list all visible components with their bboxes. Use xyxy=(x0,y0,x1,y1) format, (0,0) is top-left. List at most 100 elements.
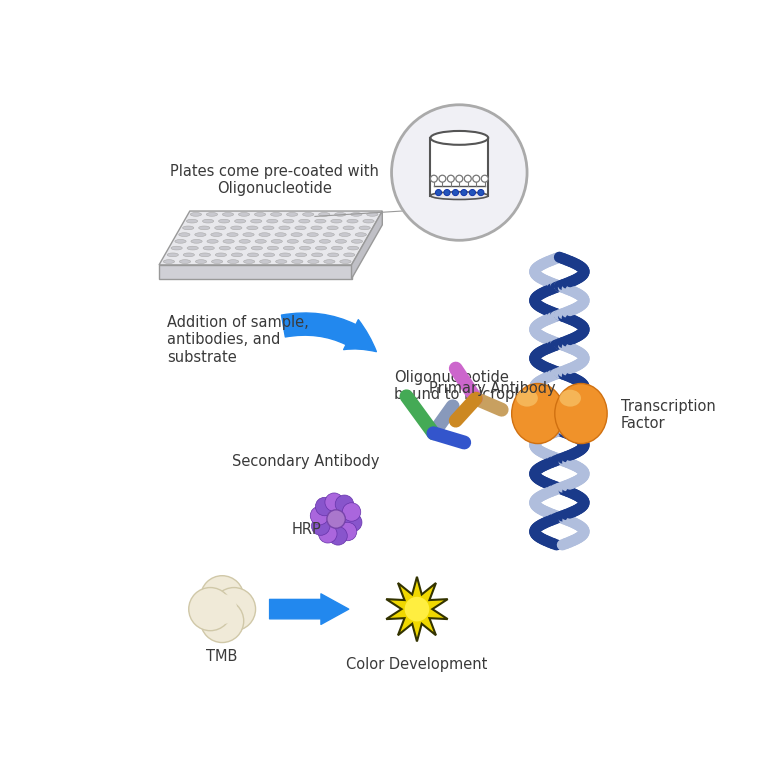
Ellipse shape xyxy=(286,212,298,216)
Ellipse shape xyxy=(280,253,291,257)
Ellipse shape xyxy=(324,260,335,264)
Ellipse shape xyxy=(315,219,326,223)
Ellipse shape xyxy=(231,226,242,230)
Ellipse shape xyxy=(239,239,251,243)
Ellipse shape xyxy=(308,260,319,264)
Ellipse shape xyxy=(163,260,174,264)
Circle shape xyxy=(473,175,480,182)
Ellipse shape xyxy=(191,239,202,243)
Circle shape xyxy=(312,516,330,536)
Circle shape xyxy=(448,175,455,182)
Ellipse shape xyxy=(351,212,362,216)
Ellipse shape xyxy=(343,226,354,230)
Ellipse shape xyxy=(238,212,250,216)
Circle shape xyxy=(405,597,429,621)
Ellipse shape xyxy=(340,260,351,264)
Ellipse shape xyxy=(202,219,214,223)
Ellipse shape xyxy=(199,226,210,230)
Ellipse shape xyxy=(207,239,219,243)
Text: Color Development: Color Development xyxy=(346,657,487,672)
Ellipse shape xyxy=(555,384,607,444)
Circle shape xyxy=(316,497,334,516)
Text: TMB: TMB xyxy=(206,649,238,664)
Ellipse shape xyxy=(283,219,294,223)
Circle shape xyxy=(461,189,467,196)
Ellipse shape xyxy=(276,260,286,264)
Ellipse shape xyxy=(248,253,259,257)
Ellipse shape xyxy=(215,253,227,257)
FancyArrowPatch shape xyxy=(270,594,348,624)
Ellipse shape xyxy=(516,390,538,406)
Circle shape xyxy=(335,495,354,513)
Ellipse shape xyxy=(351,239,363,243)
Ellipse shape xyxy=(171,246,183,250)
Circle shape xyxy=(310,507,329,525)
Text: HRP: HRP xyxy=(291,522,321,536)
Ellipse shape xyxy=(344,253,355,257)
Ellipse shape xyxy=(430,131,488,145)
Ellipse shape xyxy=(263,226,274,230)
Ellipse shape xyxy=(323,233,335,237)
Ellipse shape xyxy=(219,219,230,223)
Ellipse shape xyxy=(215,226,226,230)
FancyArrowPatch shape xyxy=(281,313,377,351)
Text: Primary Antibody: Primary Antibody xyxy=(429,380,555,396)
Polygon shape xyxy=(351,211,382,279)
Ellipse shape xyxy=(303,239,315,243)
Ellipse shape xyxy=(203,246,215,250)
Polygon shape xyxy=(159,265,351,279)
Ellipse shape xyxy=(299,219,310,223)
Ellipse shape xyxy=(319,212,330,216)
Ellipse shape xyxy=(190,212,202,216)
Ellipse shape xyxy=(196,260,206,264)
Ellipse shape xyxy=(292,260,303,264)
Ellipse shape xyxy=(307,233,319,237)
Ellipse shape xyxy=(186,219,198,223)
Ellipse shape xyxy=(299,246,311,250)
Ellipse shape xyxy=(243,233,254,237)
Ellipse shape xyxy=(244,260,254,264)
Ellipse shape xyxy=(259,233,270,237)
Ellipse shape xyxy=(187,246,199,250)
Circle shape xyxy=(481,175,488,182)
Ellipse shape xyxy=(331,219,342,223)
Ellipse shape xyxy=(275,233,286,237)
Circle shape xyxy=(469,189,475,196)
Ellipse shape xyxy=(251,219,262,223)
Circle shape xyxy=(478,189,484,196)
Ellipse shape xyxy=(199,253,211,257)
Circle shape xyxy=(201,576,244,619)
Polygon shape xyxy=(387,577,448,642)
Ellipse shape xyxy=(167,253,179,257)
Circle shape xyxy=(319,525,337,543)
Ellipse shape xyxy=(260,260,270,264)
Ellipse shape xyxy=(231,253,243,257)
Ellipse shape xyxy=(347,219,358,223)
Ellipse shape xyxy=(267,219,278,223)
Ellipse shape xyxy=(251,246,263,250)
Circle shape xyxy=(344,513,362,532)
Ellipse shape xyxy=(211,233,222,237)
Circle shape xyxy=(444,189,450,196)
Ellipse shape xyxy=(312,253,323,257)
Ellipse shape xyxy=(367,212,378,216)
Text: Oligonucleotide
bound to microplate: Oligonucleotide bound to microplate xyxy=(394,370,542,402)
Circle shape xyxy=(465,175,471,182)
Ellipse shape xyxy=(180,260,190,264)
Ellipse shape xyxy=(279,226,290,230)
Ellipse shape xyxy=(359,226,371,230)
Ellipse shape xyxy=(296,253,307,257)
Circle shape xyxy=(430,175,437,182)
Ellipse shape xyxy=(255,239,267,243)
Ellipse shape xyxy=(363,219,374,223)
Ellipse shape xyxy=(348,246,359,250)
Circle shape xyxy=(201,600,244,643)
Ellipse shape xyxy=(287,239,299,243)
Ellipse shape xyxy=(270,212,282,216)
Ellipse shape xyxy=(227,233,238,237)
Ellipse shape xyxy=(223,239,235,243)
Ellipse shape xyxy=(335,239,347,243)
Ellipse shape xyxy=(355,233,367,237)
Circle shape xyxy=(327,510,345,528)
Ellipse shape xyxy=(247,226,258,230)
